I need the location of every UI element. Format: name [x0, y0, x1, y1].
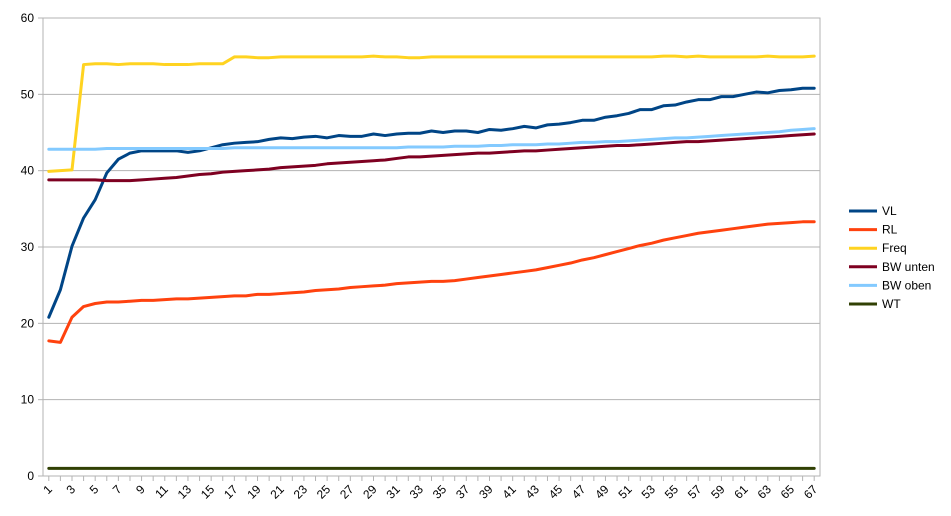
series-line-bw-unten	[47, 132, 816, 183]
series-lines	[47, 54, 816, 470]
x-tick-label: 35	[430, 482, 450, 502]
x-tick-label: 33	[407, 482, 427, 502]
legend-label: WT	[882, 297, 901, 311]
x-tick-label: 57	[685, 482, 705, 502]
x-tick-label: 59	[708, 482, 728, 502]
x-tick-label: 15	[198, 482, 218, 502]
x-tick-label: 5	[87, 482, 102, 497]
x-tick-label: 21	[268, 482, 288, 502]
x-tick-label: 1	[40, 482, 55, 497]
x-tick-label: 13	[175, 482, 195, 502]
x-tick-label: 11	[152, 482, 171, 501]
x-tick-label: 41	[499, 482, 519, 502]
x-tick-label: 63	[755, 482, 775, 502]
x-tick-label: 43	[523, 482, 543, 502]
legend: VL RL Freq BW unten BW oben WT	[849, 204, 935, 311]
x-tick-label: 51	[615, 482, 635, 502]
x-tick-label: 25	[314, 482, 334, 502]
y-tick-label: 0	[27, 469, 34, 483]
x-tick-label: 27	[337, 482, 357, 502]
plot-area-border	[42, 17, 821, 477]
x-tick-label: 23	[291, 482, 311, 502]
series-line-bw-oben	[47, 127, 816, 151]
series-line-freq	[47, 54, 816, 173]
x-tick-label: 29	[360, 482, 380, 502]
legend-label: RL	[882, 223, 898, 237]
x-tick-label: 67	[801, 482, 821, 502]
x-tick-label: 31	[383, 482, 403, 502]
series-line-rl	[47, 220, 816, 344]
y-tick-label: 50	[21, 87, 35, 101]
x-tick-label: 55	[662, 482, 682, 502]
x-tick-label: 47	[569, 482, 589, 502]
x-tick-label: 39	[476, 482, 496, 502]
series-line-vl	[47, 86, 816, 319]
x-tick-label: 17	[221, 482, 241, 502]
legend-label: Freq	[882, 241, 907, 255]
plot-frame	[42, 17, 821, 477]
x-tick-label: 37	[453, 482, 473, 502]
x-axis-tick-labels: 1 3 5 7 9 11 13 15 17 19 21 23 25 27 29 31 33 35 37 39 41 43 4…	[40, 482, 820, 502]
x-tick-label: 65	[778, 482, 798, 502]
y-tick-label: 10	[21, 393, 35, 407]
grid-lines	[38, 17, 820, 481]
x-tick-label: 49	[592, 482, 612, 502]
x-tick-label: 61	[731, 482, 751, 502]
y-tick-label: 30	[21, 240, 35, 254]
x-tick-label: 9	[133, 482, 148, 497]
legend-label: BW unten	[882, 260, 935, 274]
y-tick-label: 60	[21, 11, 35, 25]
legend-label: BW oben	[882, 278, 931, 292]
y-tick-label: 40	[21, 164, 35, 178]
x-tick-label: 7	[110, 482, 125, 497]
x-tick-label: 3	[63, 482, 78, 497]
x-tick-label: 53	[639, 482, 659, 502]
legend-label: VL	[882, 204, 897, 218]
x-tick-label: 45	[546, 482, 566, 502]
y-tick-label: 20	[21, 316, 35, 330]
x-tick-label: 19	[244, 482, 264, 502]
y-axis-tick-labels: 0 10 20 30 40 50 60	[21, 11, 35, 483]
